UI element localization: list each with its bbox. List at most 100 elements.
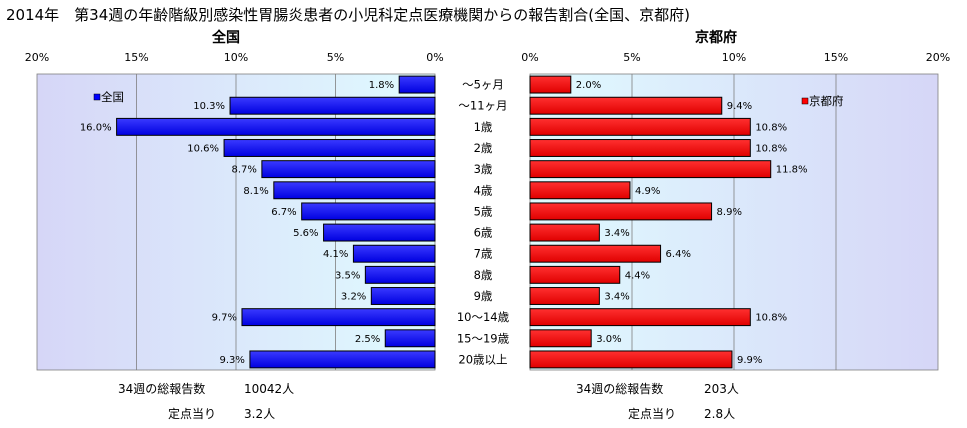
kyoto-value-label: 6.4% (666, 249, 691, 260)
national-x-tick-label: 0% (426, 51, 443, 64)
category-label: 5歳 (474, 204, 493, 218)
kyoto-x-tick-label: 15% (824, 51, 848, 64)
kyoto-x-tick-label: 5% (623, 51, 640, 64)
national-bar (301, 202, 436, 221)
national-value-label: 8.7% (231, 165, 256, 176)
national-bar (398, 75, 436, 94)
kyoto-bar (529, 350, 733, 369)
category-label: 7歳 (474, 247, 493, 261)
category-label: 〜5ヶ月 (462, 78, 504, 92)
kyoto-bar (529, 265, 621, 284)
kyoto-value-label: 3.0% (596, 334, 621, 345)
national-value-label: 10.6% (187, 144, 219, 155)
kyoto-value-label: 3.4% (604, 292, 629, 303)
kyoto-value-label: 2.0% (576, 80, 601, 91)
kyoto-bar (529, 244, 662, 263)
national-per-site-value: 3.2人 (244, 407, 275, 421)
kyoto-bar (529, 181, 631, 200)
national-legend: 全国 (93, 90, 124, 104)
national-value-label: 16.0% (80, 122, 112, 133)
category-label: 2歳 (474, 141, 493, 155)
kyoto-value-label: 9.9% (737, 355, 762, 366)
national-legend-swatch (93, 93, 101, 101)
kyoto-bar (529, 223, 600, 242)
category-label: 20歳以上 (458, 352, 507, 366)
kyoto-value-label: 11.8% (776, 165, 808, 176)
kyoto-panel: 0% 5% 10% 15% 20%2.0%9.4%10.8%10.8%11.8%4.9%… (521, 51, 950, 371)
kyoto-value-label: 10.8% (755, 313, 787, 324)
category-label: 1歳 (474, 120, 493, 134)
kyoto-value-label: 10.8% (755, 122, 787, 133)
kyoto-value-label: 4.4% (625, 270, 650, 281)
kyoto-x-tick-label: 20% (926, 51, 950, 64)
national-value-label: 3.5% (335, 270, 360, 281)
national-bar (273, 181, 436, 200)
national-panel: 20% 15% 10% 5% 0% 1.8% 10.3% 16.0% 10.6% 8.7% 8.1%… (25, 51, 444, 371)
category-label: 15〜19歳 (457, 331, 510, 345)
national-bar (223, 139, 436, 157)
national-bar (352, 244, 436, 263)
kyoto-value-label: 9.4% (727, 101, 752, 112)
kyoto-bar (529, 96, 723, 115)
category-label: 〜11ヶ月 (458, 99, 507, 113)
kyoto-x-tick-label: 0% (521, 51, 538, 64)
national-per-site-label: 定点当り (168, 406, 216, 421)
national-bar (241, 308, 436, 327)
national-value-label: 4.1% (323, 249, 348, 260)
national-value-label: 1.8% (369, 80, 394, 91)
national-bar (249, 350, 436, 369)
kyoto-total-value: 203人 (704, 382, 739, 396)
national-value-label: 9.7% (212, 313, 237, 324)
kyoto-bar (529, 287, 600, 305)
kyoto-total-label: 34週の総報告数 (576, 381, 663, 396)
kyoto-legend-label: 京都府 (809, 94, 844, 108)
national-value-label: 8.1% (243, 186, 268, 197)
national-x-tick-label: 15% (124, 51, 148, 64)
category-label: 3歳 (474, 162, 493, 176)
kyoto-bar (529, 117, 751, 136)
national-value-label: 2.5% (355, 334, 380, 345)
kyoto-legend-swatch (801, 97, 809, 105)
national-value-label: 6.7% (271, 207, 296, 218)
kyoto-per-site-value: 2.8人 (704, 407, 735, 421)
national-x-tick-label: 10% (224, 51, 248, 64)
national-value-label: 9.3% (220, 355, 245, 366)
kyoto-footer: 34週の総報告数 203人 定点当り 2.8人 (576, 381, 739, 421)
category-label: 6歳 (474, 226, 493, 240)
category-label: 8歳 (474, 268, 493, 282)
national-value-label: 5.6% (293, 228, 318, 239)
kyoto-bar (529, 202, 713, 221)
chart-title: 2014年 第34週の年齢階級別感染性胃腸炎患者の小児科定点医療機関からの報告割… (6, 6, 690, 24)
national-x-tick-label: 20% (25, 51, 49, 64)
kyoto-value-label: 10.8% (755, 144, 787, 155)
age-category-labels: 〜5ヶ月〜11ヶ月 1歳 2歳 3歳 4歳 5歳 6歳 7歳 8歳 9歳 10〜14歳 15〜19歳 2… (457, 78, 510, 367)
kyoto-bar (529, 160, 772, 179)
national-bar (323, 223, 436, 242)
national-bar (364, 265, 436, 284)
kyoto-legend: 京都府 (801, 94, 844, 108)
kyoto-bar (529, 139, 751, 157)
kyoto-bar (529, 308, 751, 327)
category-label: 9歳 (474, 289, 493, 303)
category-label: 4歳 (474, 183, 493, 197)
national-value-label: 3.2% (341, 292, 366, 303)
national-total-label: 34週の総報告数 (118, 381, 205, 396)
national-bar (229, 96, 436, 115)
national-value-label: 10.3% (193, 101, 225, 112)
kyoto-value-label: 4.9% (635, 186, 660, 197)
kyoto-bar (529, 75, 572, 94)
kyoto-value-label: 8.9% (717, 207, 742, 218)
kyoto-heading: 京都府 (695, 29, 737, 46)
national-x-tick-label: 5% (327, 51, 344, 64)
national-heading: 全国 (211, 29, 240, 46)
kyoto-per-site-label: 定点当り (628, 406, 676, 421)
national-total-value: 10042人 (244, 382, 294, 396)
national-bar (116, 117, 436, 136)
kyoto-value-label: 3.4% (604, 228, 629, 239)
national-bar (261, 160, 436, 179)
category-label: 10〜14歳 (457, 310, 510, 324)
national-legend-label: 全国 (101, 90, 124, 104)
national-footer: 34週の総報告数 10042人 定点当り 3.2人 (118, 381, 294, 421)
